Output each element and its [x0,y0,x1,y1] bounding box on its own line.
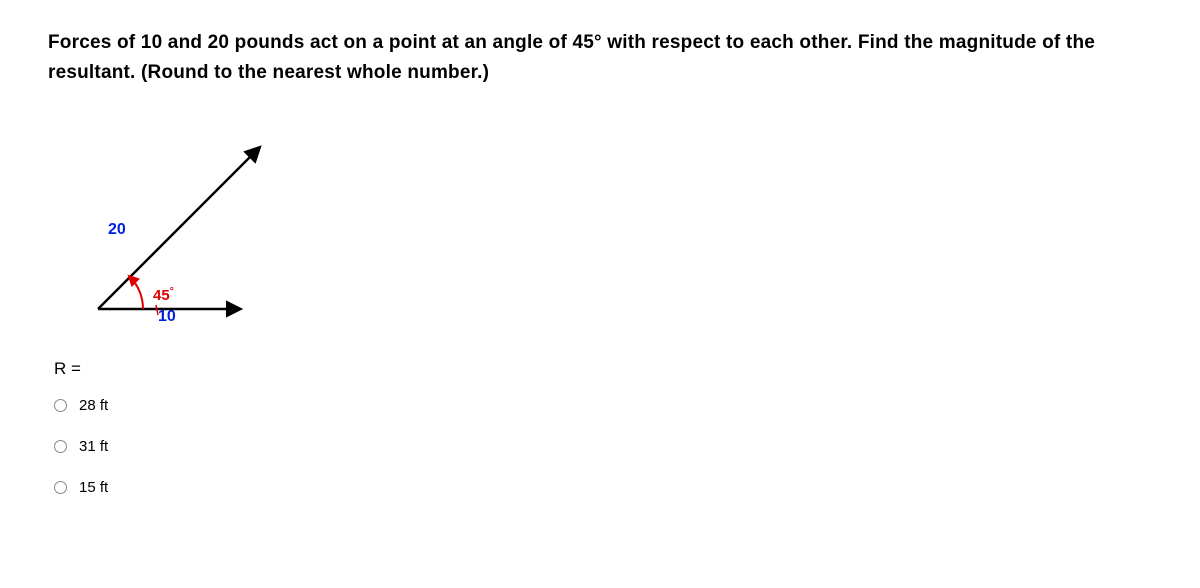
angle-arc [130,277,143,309]
option-2[interactable]: 15 ft [54,479,1152,496]
question-text: Forces of 10 and 20 pounds act on a poin… [48,28,1152,89]
radio-icon [54,481,67,494]
option-label: 31 ft [79,438,108,455]
option-label: 28 ft [79,397,108,414]
force-diagram: 20 45° 10 [58,129,288,339]
angle-value: 45 [153,287,170,304]
vector-20-label: 20 [108,221,126,239]
option-1[interactable]: 31 ft [54,438,1152,455]
result-label: R = [54,359,1152,379]
angle-label: 45° [153,287,174,304]
options-group: 28 ft 31 ft 15 ft [54,397,1152,496]
option-0[interactable]: 28 ft [54,397,1152,414]
radio-icon [54,399,67,412]
radio-icon [54,440,67,453]
degree-symbol: ° [170,286,174,297]
question-page: Forces of 10 and 20 pounds act on a poin… [0,0,1200,548]
option-label: 15 ft [79,479,108,496]
vector-10-label: 10 [158,308,176,326]
